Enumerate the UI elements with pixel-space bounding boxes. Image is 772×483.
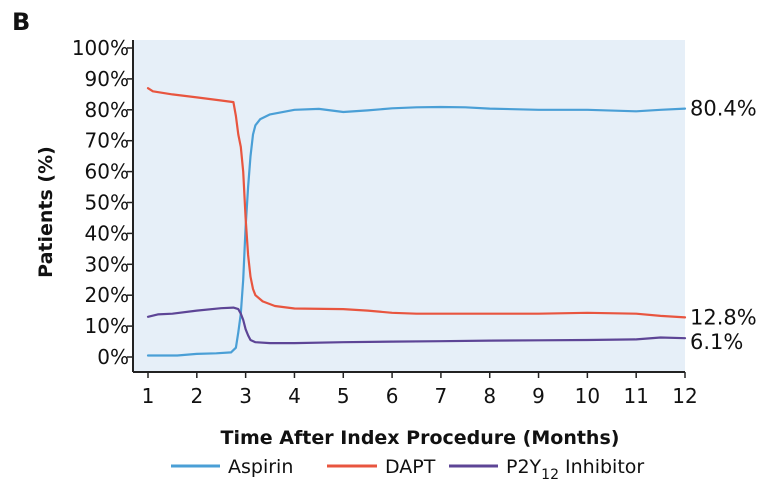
y-axis-title: Patients (%) (35, 146, 57, 278)
y-tick-label: 40% (85, 221, 129, 245)
x-tick-label: 3 (239, 384, 252, 408)
series-line-p2y12-inhibitor (146, 306, 687, 345)
x-tick-label: 7 (435, 384, 448, 408)
end-value-label-p2y12-inhibitor: 6.1% (690, 330, 743, 354)
plot-background (133, 40, 685, 372)
x-tick-label: 9 (532, 384, 545, 408)
x-tick-label: 6 (386, 384, 399, 408)
legend-item-p2y12: P2Y12 Inhibitor (449, 456, 644, 483)
y-tick-label: 0% (97, 345, 129, 369)
y-tick-label: 60% (85, 160, 129, 184)
legend-item-aspirin: Aspirin (171, 456, 293, 478)
y-tick-label: 20% (85, 283, 129, 307)
legend-item-dapt: DAPT (327, 456, 436, 478)
end-labels-layer: 80.4% 12.8%6.1% (690, 97, 757, 355)
x-tick-label: 11 (623, 384, 648, 408)
legend-label-p2y12-sub: 12 (541, 467, 559, 483)
legend-label-aspirin: Aspirin (228, 456, 293, 478)
series-layer (146, 87, 687, 357)
y-tick-label: 80% (85, 98, 129, 122)
x-tick-label: 5 (337, 384, 350, 408)
x-tick-label: 10 (575, 384, 600, 408)
end-value-label-aspirin: 80.4% (690, 97, 757, 121)
x-tick-label: 12 (672, 384, 697, 408)
x-tick-label: 4 (288, 384, 301, 408)
end-value-label-dapt: 12.8% (690, 305, 757, 329)
axes-layer (132, 40, 685, 373)
series-line-aspirin (146, 105, 687, 357)
legend-label-p2y12: P2Y12 Inhibitor (506, 456, 644, 483)
x-tick-label: 2 (190, 384, 203, 408)
x-tick-label: 1 (142, 384, 155, 408)
y-tick-label: 50% (85, 191, 129, 215)
legend-label-p2y12-tail: Inhibitor (559, 456, 644, 478)
x-tick-label: 8 (483, 384, 496, 408)
ticks-layer: 0%10%20%30%40%50%60%70%80%90%100%1 2 3 4 5 6 7… (72, 36, 698, 408)
x-axis-title: Time After Index Procedure (Months) (221, 427, 620, 449)
legend-label-dapt: DAPT (385, 456, 436, 478)
y-tick-label: 90% (85, 67, 129, 91)
legend: Aspirin DAPT P2Y12 Inhibitor (171, 456, 644, 483)
y-tick-label: 30% (85, 252, 129, 276)
y-tick-label: 100% (72, 36, 129, 60)
legend-label-p2y12-main: P2Y (506, 456, 542, 478)
y-tick-label: 10% (85, 314, 129, 338)
series-line-dapt (146, 87, 687, 319)
panel-label: B (12, 8, 30, 36)
y-tick-label: 70% (85, 129, 129, 153)
